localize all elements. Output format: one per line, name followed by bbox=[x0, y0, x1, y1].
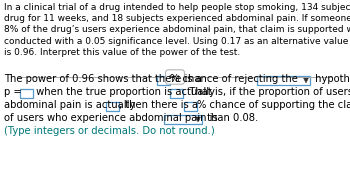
FancyBboxPatch shape bbox=[157, 76, 170, 85]
Text: when the true proportion is actually: when the true proportion is actually bbox=[33, 87, 218, 97]
FancyBboxPatch shape bbox=[164, 115, 202, 124]
FancyBboxPatch shape bbox=[20, 89, 33, 98]
Text: . That is, if the proportion of users who experience: . That is, if the proportion of users wh… bbox=[183, 87, 350, 97]
Polygon shape bbox=[303, 78, 308, 83]
Text: In a clinical trial of a drug intended to help people stop smoking, 134 subjects: In a clinical trial of a drug intended t… bbox=[4, 3, 350, 12]
Text: (Type integers or decimals. Do not round.): (Type integers or decimals. Do not round… bbox=[4, 126, 215, 136]
Text: 8% of the drug’s users experience abdominal pain, that claim is supported with a: 8% of the drug’s users experience abdomi… bbox=[4, 25, 350, 34]
Text: conducted with a 0.05 significance level. Using 0.17 as an alternative value of : conducted with a 0.05 significance level… bbox=[4, 37, 350, 46]
FancyBboxPatch shape bbox=[184, 102, 197, 111]
Text: abdominal pain is actually: abdominal pain is actually bbox=[4, 100, 139, 110]
Text: % chance of supporting the claim that the proportion: % chance of supporting the claim that th… bbox=[197, 100, 350, 110]
Text: The power of 0.96 shows that there is a: The power of 0.96 shows that there is a bbox=[4, 74, 205, 84]
Text: hypothesis of: hypothesis of bbox=[312, 74, 350, 84]
FancyBboxPatch shape bbox=[106, 102, 119, 111]
Text: than 0.08.: than 0.08. bbox=[204, 113, 258, 123]
Text: % chance of rejecting the: % chance of rejecting the bbox=[170, 74, 301, 84]
Text: of users who experience abdominal pain is: of users who experience abdominal pain i… bbox=[4, 113, 221, 123]
Text: is 0.96. Interpret this value of the power of the test.: is 0.96. Interpret this value of the pow… bbox=[4, 48, 240, 57]
Text: •••: ••• bbox=[168, 73, 182, 82]
Text: p =: p = bbox=[4, 87, 25, 97]
Polygon shape bbox=[196, 117, 201, 122]
FancyBboxPatch shape bbox=[257, 76, 310, 85]
Text: drug for 11 weeks, and 18 subjects experienced abdominal pain. If someone claims: drug for 11 weeks, and 18 subjects exper… bbox=[4, 14, 350, 23]
Text: , then there is a: , then there is a bbox=[119, 100, 201, 110]
FancyBboxPatch shape bbox=[170, 89, 183, 98]
